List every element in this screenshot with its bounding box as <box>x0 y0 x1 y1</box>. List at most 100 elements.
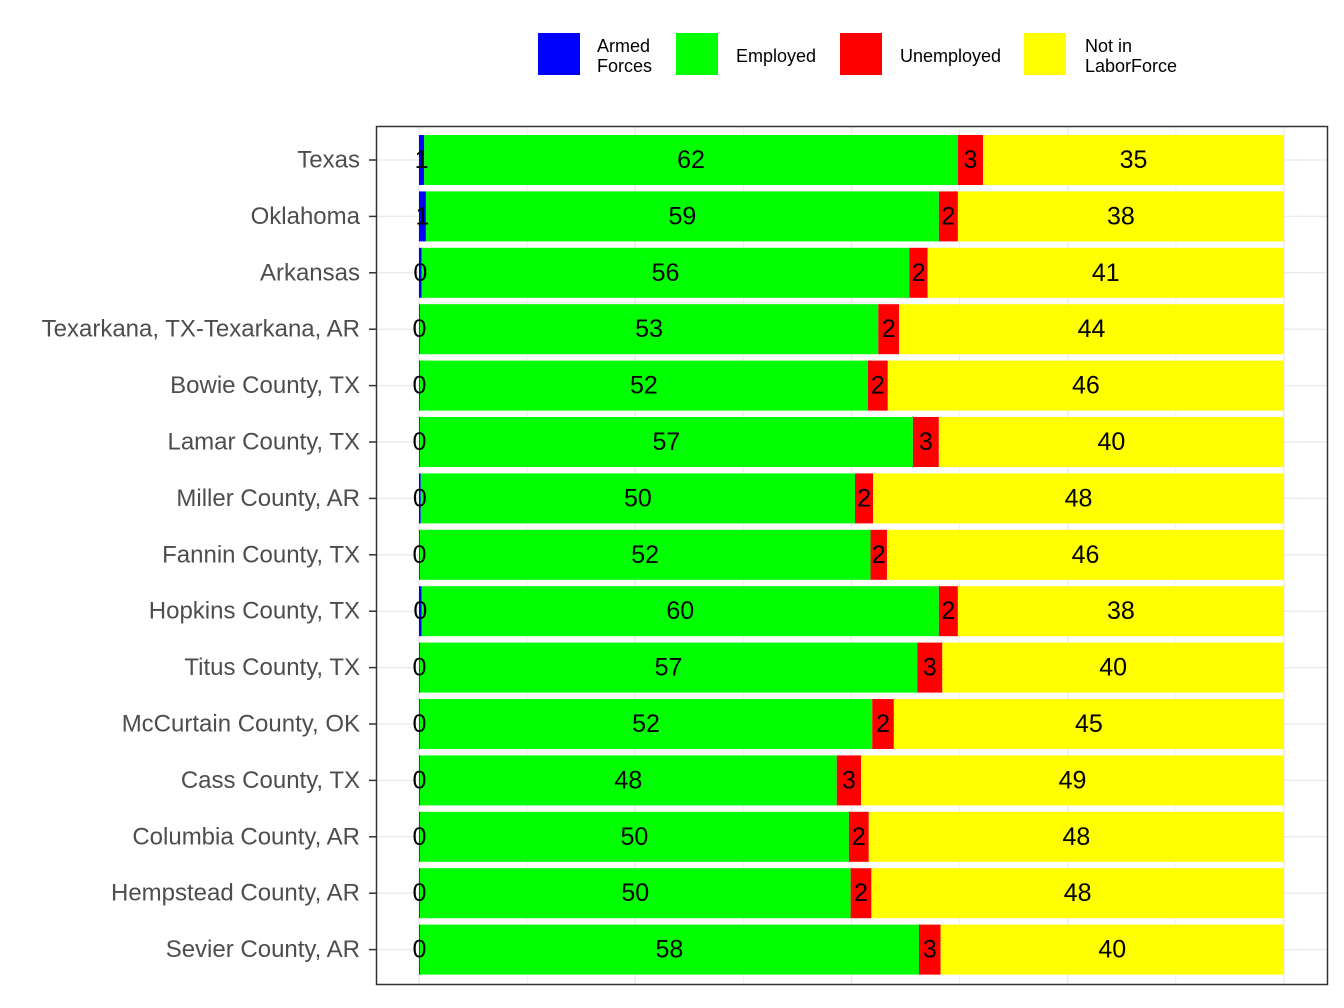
bar-unemployed-texarkana-tx-texarkana-ar <box>878 304 900 355</box>
data-label-unemployed-oklahoma: 2 <box>941 202 955 230</box>
bar-not-in-laborforce-hopkins-county-tx <box>957 586 1284 637</box>
bar-armed-forces-oklahoma <box>419 191 426 242</box>
y-tick-label-columbia-county-ar: Columbia County, AR <box>132 823 360 850</box>
data-label-not-in-laborforce-texas: 35 <box>1120 146 1148 174</box>
bar-armed-forces-miller-county-ar <box>419 473 421 524</box>
bar-unemployed-mccurtain-county-ok <box>872 699 894 749</box>
data-label-unemployed-fannin-county-tx: 2 <box>872 541 886 569</box>
data-label-employed-bowie-county-tx: 52 <box>630 372 658 400</box>
data-label-unemployed-sevier-county-ar: 3 <box>923 936 937 964</box>
bar-employed-mccurtain-county-ok <box>419 699 873 749</box>
bar-not-in-laborforce-bowie-county-tx <box>887 360 1284 411</box>
legend: Armed Forces Employed Unemployed Not in Labor… <box>538 33 1177 76</box>
bar-labels: 1 62 3 35 1 59 2 38 0 56 2 41 0 53 2 44 0 52 2 46 0 57 3 40 0 50 2… <box>412 146 1147 964</box>
bar-armed-forces-bowie-county-tx <box>419 360 420 411</box>
bar-unemployed-texas <box>957 135 983 185</box>
data-label-not-in-laborforce-fannin-county-tx: 46 <box>1072 541 1100 569</box>
bar-not-in-laborforce-hempstead-county-ar <box>871 868 1284 919</box>
legend-label-not-in-laborforce: Not in LaborForce <box>1085 36 1177 76</box>
bar-unemployed-miller-county-ar <box>854 473 874 524</box>
data-label-armed-forces-hopkins-county-tx: 0 <box>413 597 427 625</box>
data-label-not-in-laborforce-oklahoma: 38 <box>1107 202 1135 230</box>
bar-not-in-laborforce-cass-county-tx <box>861 755 1284 806</box>
bar-not-in-laborforce-fannin-county-tx <box>886 529 1284 580</box>
data-label-unemployed-cass-county-tx: 3 <box>842 766 856 794</box>
y-tick-label-sevier-county-ar: Sevier County, AR <box>166 936 360 963</box>
y-tick-label-mccurtain-county-ok: McCurtain County, OK <box>122 711 360 738</box>
data-label-not-in-laborforce-hopkins-county-tx: 38 <box>1107 597 1135 625</box>
data-label-unemployed-columbia-county-ar: 2 <box>852 823 866 851</box>
y-tick-label-texarkana-tx-texarkana-ar: Texarkana, TX-Texarkana, AR <box>42 316 360 343</box>
bar-not-in-laborforce-mccurtain-county-ok <box>893 699 1284 749</box>
data-label-employed-titus-county-tx: 57 <box>655 654 683 682</box>
y-tick-label-cass-county-tx: Cass County, TX <box>181 767 360 794</box>
bar-employed-texarkana-tx-texarkana-ar <box>419 304 879 355</box>
legend-key-unemployed <box>840 33 882 75</box>
data-label-armed-forces-arkansas: 0 <box>413 259 427 287</box>
legend-key-armed-forces <box>538 33 580 75</box>
legend-key-not-in-laborforce <box>1024 33 1066 75</box>
data-label-armed-forces-oklahoma: 1 <box>416 202 430 230</box>
bar-unemployed-titus-county-tx <box>917 642 943 693</box>
data-label-not-in-laborforce-texarkana-tx-texarkana-ar: 44 <box>1078 315 1106 343</box>
data-label-armed-forces-cass-county-tx: 0 <box>412 766 426 794</box>
bar-unemployed-arkansas <box>909 247 928 298</box>
y-tick-label-arkansas: Arkansas <box>260 259 360 286</box>
data-label-armed-forces-columbia-county-ar: 0 <box>412 823 426 851</box>
bar-unemployed-sevier-county-ar <box>918 924 941 975</box>
data-label-not-in-laborforce-bowie-county-tx: 46 <box>1072 372 1100 400</box>
data-label-armed-forces-sevier-county-ar: 0 <box>412 936 426 964</box>
data-label-employed-mccurtain-county-ok: 52 <box>632 710 660 738</box>
data-label-employed-fannin-county-tx: 52 <box>631 541 659 569</box>
bar-employed-arkansas <box>421 247 910 298</box>
data-label-employed-oklahoma: 59 <box>668 202 696 230</box>
bar-armed-forces-sevier-county-ar <box>419 924 420 975</box>
data-label-not-in-laborforce-lamar-county-tx: 40 <box>1098 428 1126 456</box>
bar-employed-cass-county-tx <box>419 755 837 806</box>
bar-unemployed-bowie-county-tx <box>867 360 888 411</box>
data-label-employed-texas: 62 <box>677 146 705 174</box>
legend-label-employed: Employed <box>736 46 816 66</box>
bar-armed-forces-hopkins-county-tx <box>419 586 422 637</box>
data-label-not-in-laborforce-arkansas: 41 <box>1092 259 1120 287</box>
data-label-unemployed-arkansas: 2 <box>912 259 926 287</box>
y-tick-label-hempstead-county-ar: Hempstead County, AR <box>111 880 360 907</box>
data-label-armed-forces-bowie-county-tx: 0 <box>412 372 426 400</box>
bar-not-in-laborforce-arkansas <box>927 247 1284 298</box>
data-label-employed-cass-county-tx: 48 <box>614 766 642 794</box>
bar-not-in-laborforce-lamar-county-tx <box>938 417 1284 467</box>
y-tick-label-fannin-county-tx: Fannin County, TX <box>162 541 360 568</box>
bar-employed-hopkins-county-tx <box>421 586 939 637</box>
y-axis: Texas Oklahoma Arkansas Texarkana, TX-Texar… <box>42 147 376 963</box>
legend-key-employed <box>676 33 718 75</box>
data-label-unemployed-lamar-county-tx: 3 <box>919 428 933 456</box>
data-label-not-in-laborforce-mccurtain-county-ok: 45 <box>1075 710 1103 738</box>
bar-employed-miller-county-ar <box>420 473 855 524</box>
bar-not-in-laborforce-texas <box>982 135 1284 185</box>
data-label-armed-forces-mccurtain-county-ok: 0 <box>412 710 426 738</box>
bar-unemployed-hopkins-county-tx <box>938 586 958 637</box>
data-label-not-in-laborforce-hempstead-county-ar: 48 <box>1064 879 1092 907</box>
data-label-employed-hempstead-county-ar: 50 <box>621 879 649 907</box>
y-tick-label-hopkins-county-tx: Hopkins County, TX <box>149 598 360 625</box>
data-label-not-in-laborforce-sevier-county-ar: 40 <box>1098 936 1126 964</box>
data-label-armed-forces-texarkana-tx-texarkana-ar: 0 <box>412 315 426 343</box>
bar-unemployed-cass-county-tx <box>836 755 862 806</box>
data-label-employed-lamar-county-tx: 57 <box>652 428 680 456</box>
bar-not-in-laborforce-miller-county-ar <box>873 473 1284 524</box>
data-label-unemployed-titus-county-tx: 3 <box>923 654 937 682</box>
data-label-armed-forces-miller-county-ar: 0 <box>413 484 427 512</box>
bar-unemployed-columbia-county-ar <box>848 811 869 862</box>
bar-unemployed-lamar-county-tx <box>912 417 939 467</box>
bar-not-in-laborforce-texarkana-tx-texarkana-ar <box>899 304 1284 355</box>
bar-armed-forces-mccurtain-county-ok <box>419 699 420 749</box>
data-label-not-in-laborforce-columbia-county-ar: 48 <box>1062 823 1090 851</box>
bar-armed-forces-arkansas <box>419 247 422 298</box>
bar-armed-forces-titus-county-tx <box>419 642 420 693</box>
y-tick-label-bowie-county-tx: Bowie County, TX <box>170 372 360 399</box>
data-label-unemployed-texas: 3 <box>963 146 977 174</box>
bar-armed-forces-cass-county-tx <box>419 755 420 806</box>
bar-armed-forces-fannin-county-tx <box>419 529 420 580</box>
y-tick-label-oklahoma: Oklahoma <box>251 203 361 230</box>
data-label-not-in-laborforce-miller-county-ar: 48 <box>1065 484 1093 512</box>
